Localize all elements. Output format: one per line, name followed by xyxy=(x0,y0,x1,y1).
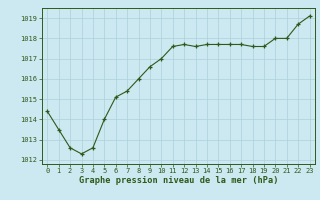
X-axis label: Graphe pression niveau de la mer (hPa): Graphe pression niveau de la mer (hPa) xyxy=(79,176,278,185)
